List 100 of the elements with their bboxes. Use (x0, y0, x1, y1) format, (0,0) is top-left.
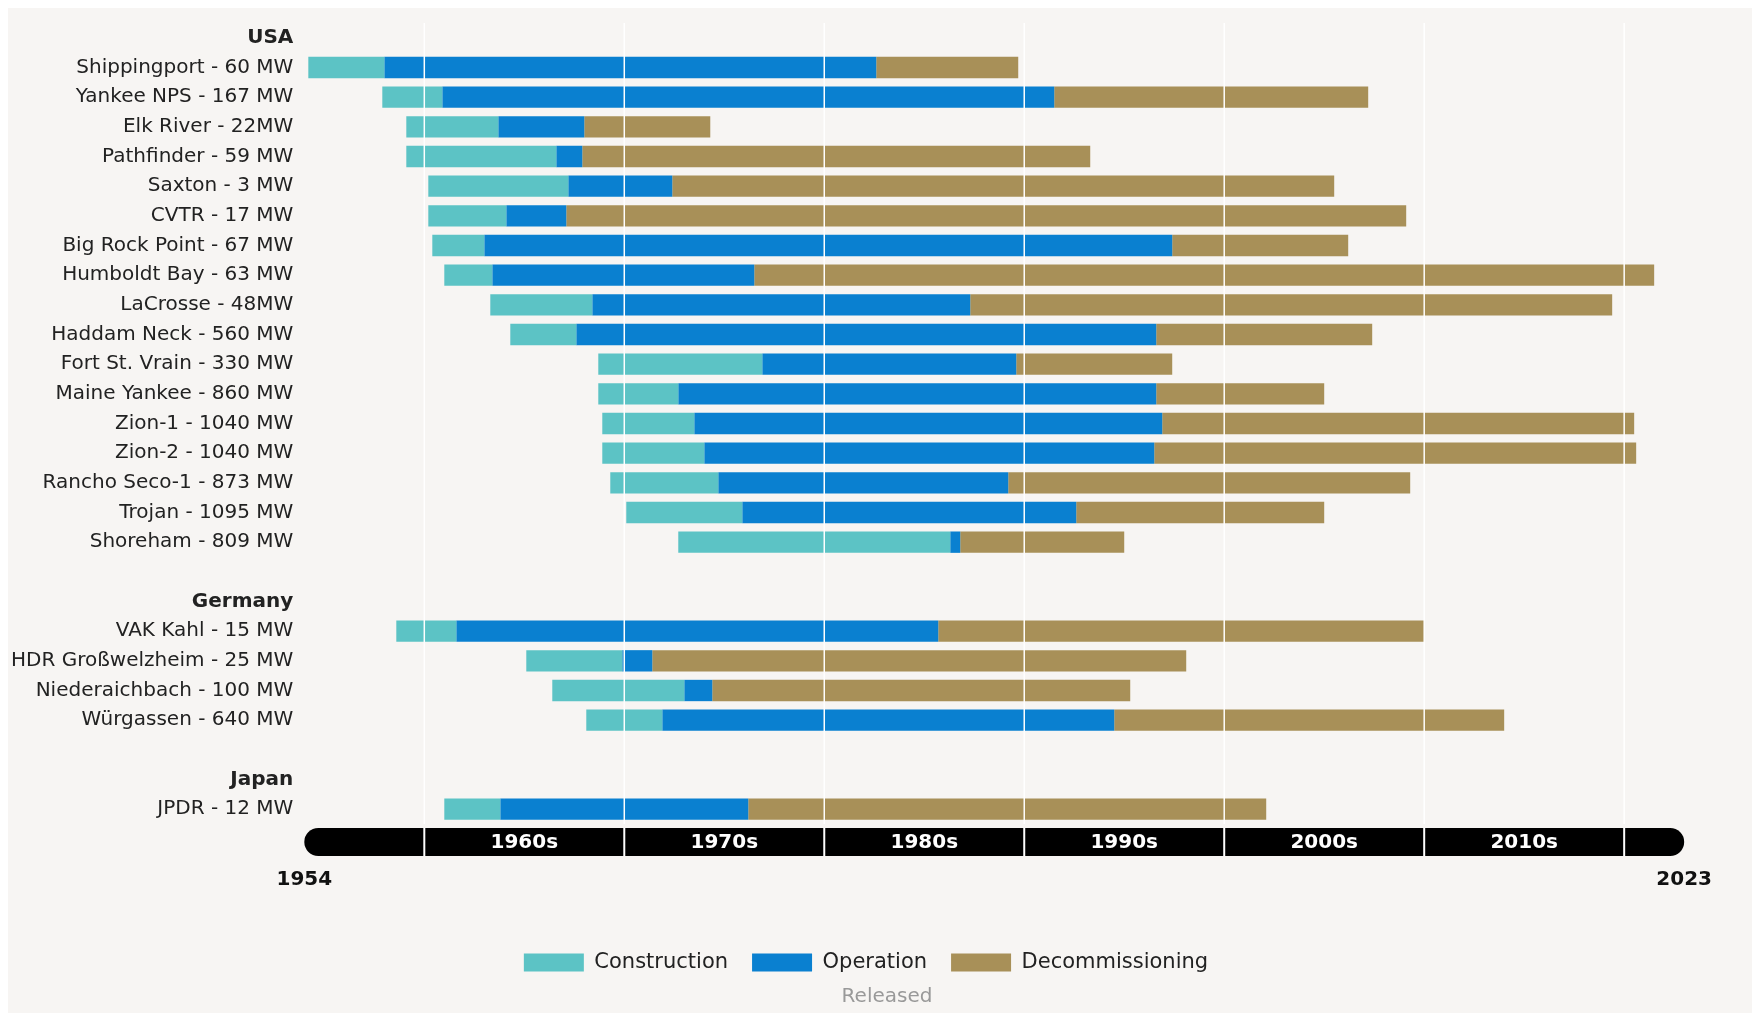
bar (582, 145, 1091, 168)
bar (754, 264, 1655, 286)
bar (1154, 442, 1637, 464)
legend-label: Operation (822, 948, 928, 973)
bar (382, 86, 443, 108)
y-tick-label: LaCrosse - 48MW (120, 291, 294, 316)
y-tick-label: HDR Großwelzheim - 25 MW (10, 647, 294, 672)
x-tick-label: 1954 (276, 866, 333, 891)
text: 1960s (490, 829, 559, 854)
y-tick-label: Würgassen - 640 MW (81, 706, 294, 731)
bar (576, 323, 1157, 346)
bar (1162, 412, 1635, 435)
y-tick-label: Yankee NPS - 167 MW (74, 83, 294, 108)
bar (444, 264, 493, 286)
text: Released (841, 983, 933, 1009)
bar (432, 234, 485, 257)
y-tick-label: Maine Yankee - 860 MW (55, 380, 294, 405)
bar (1172, 234, 1349, 257)
bar (428, 205, 507, 227)
bar (1054, 86, 1369, 108)
y-tick-label: Zion-2 - 1040 MW (114, 439, 294, 464)
bar (506, 205, 567, 227)
y-tick-label: Elk River - 22MW (122, 113, 294, 138)
y-tick-label: Big Rock Point - 67 MW (62, 231, 294, 256)
bar (678, 383, 1157, 405)
y-tick-label: JPDR - 12 MW (155, 795, 294, 820)
bar (526, 650, 623, 672)
bar (748, 798, 1267, 820)
y-tick-label: Rancho Seco-1 - 873 MW (42, 469, 294, 494)
y-tick-label: Niederaichbach - 100 MW (35, 676, 294, 701)
bar (1156, 323, 1373, 346)
bar (662, 709, 1115, 731)
y-tick-label: Fort St. Vrain - 330 MW (60, 350, 294, 375)
bar (428, 175, 569, 197)
bar (1156, 383, 1325, 405)
y-tick-label: Saxton - 3 MW (147, 172, 294, 197)
bar (712, 679, 1131, 702)
bar (384, 56, 877, 79)
bar (960, 531, 1125, 553)
bar (672, 175, 1335, 197)
y-tick-label: Trojan - 1095 MW (118, 498, 294, 523)
bar (598, 383, 679, 405)
bar (970, 294, 1613, 316)
bar (602, 442, 705, 464)
bar (950, 531, 961, 553)
text: 1970s (690, 829, 759, 854)
bar (568, 175, 673, 197)
bar (610, 472, 719, 494)
text: 2000s (1290, 829, 1358, 854)
bar (456, 620, 939, 642)
bar (704, 442, 1155, 464)
text: 2010s (1490, 829, 1558, 854)
bar (500, 798, 749, 820)
y-tick-label: Shippingport - 60 MW (76, 53, 294, 78)
bar (652, 650, 1187, 672)
bar (566, 205, 1407, 227)
bar (1076, 501, 1325, 524)
bar (1016, 353, 1173, 375)
y-tick-label: Haddam Neck - 560 MW (51, 320, 294, 345)
bar (684, 679, 713, 702)
bar (444, 798, 501, 820)
y-tick-label: Pathfinder - 59 MW (102, 142, 294, 167)
text: 1980s (890, 829, 959, 854)
bar (622, 650, 653, 672)
bar (694, 412, 1163, 435)
bar (762, 353, 1017, 375)
bar (584, 116, 711, 138)
legend-label: Decommissioning (1021, 948, 1209, 973)
legend-label: Construction (594, 948, 729, 973)
bar (938, 620, 1425, 642)
bar (484, 234, 1173, 257)
bar (678, 531, 951, 553)
bar (602, 412, 695, 435)
bar (1008, 472, 1411, 494)
y-tick-label: CVTR - 17 MW (150, 202, 294, 227)
y-tick-label: Shoreham - 809 MW (89, 528, 294, 553)
text: 1990s (1090, 829, 1159, 854)
bar (626, 501, 743, 524)
bar (876, 56, 1019, 79)
bar (396, 620, 457, 642)
bar (598, 353, 763, 375)
bar (556, 145, 583, 168)
bar (552, 679, 685, 702)
y-tick-label: Germany (191, 587, 294, 612)
bar (308, 56, 385, 79)
bar (718, 472, 1009, 494)
bar (1114, 709, 1505, 731)
y-tick-label: VAK Kahl - 15 MW (115, 617, 294, 642)
bar (406, 116, 499, 138)
y-tick-label: USA (247, 24, 294, 49)
bar (442, 86, 1055, 108)
bar (492, 264, 755, 286)
y-tick-label: Humboldt Bay - 63 MW (62, 261, 294, 286)
bar (592, 294, 971, 316)
bar (742, 501, 1077, 524)
bar (586, 709, 663, 731)
y-tick-label: Japan (228, 765, 294, 790)
bar (490, 294, 593, 316)
bar (498, 116, 585, 138)
x-tick-label: 2023 (1656, 866, 1712, 891)
